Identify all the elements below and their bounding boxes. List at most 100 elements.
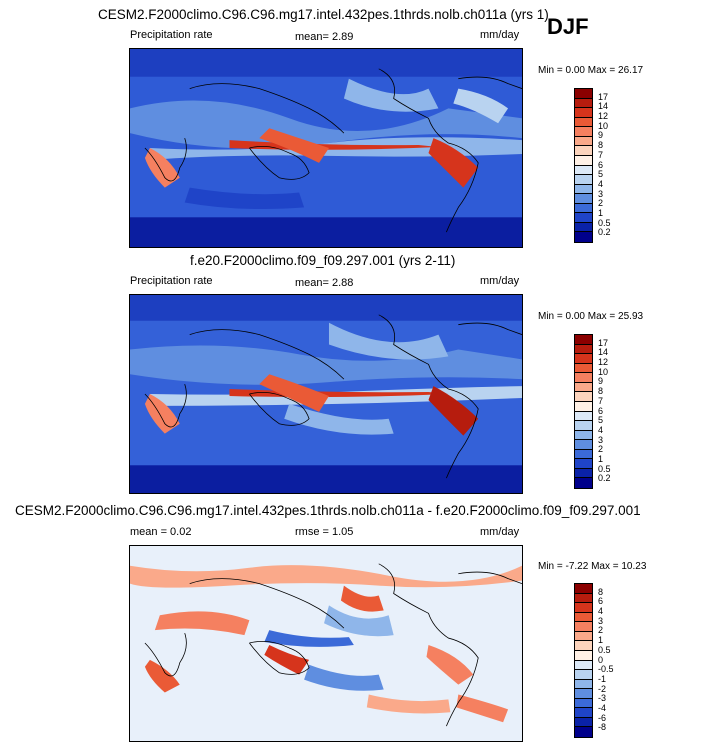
colorbar-swatch (575, 468, 592, 479)
precip-colorbar-1 (574, 88, 593, 243)
colorbar-tick-label: 17 (598, 91, 609, 102)
colorbar-tick-label: 9 (598, 130, 604, 141)
season-label: DJF (547, 14, 589, 39)
colorbar-tick-label: 2 (598, 444, 604, 455)
colorbar-tick-label: 1 (598, 207, 604, 218)
colorbar-tick-label: 0.5 (598, 644, 611, 655)
panel2-mean: mean= 2.88 (295, 277, 354, 289)
colorbar-tick-label: -3 (598, 693, 607, 704)
precip-map-test (129, 48, 523, 248)
colorbar-tick-label: 0.5 (598, 463, 611, 474)
colorbar-swatch (575, 392, 592, 402)
colorbar-swatch (575, 727, 592, 737)
panel1-field: Precipitation rate (130, 29, 213, 41)
colorbar-swatch (575, 698, 592, 709)
precip-map-control (129, 294, 523, 494)
colorbar-tick-label: 12 (598, 357, 609, 368)
colorbar-tick-label: 5 (598, 169, 604, 180)
panel3-minmax: Min = -7.22 Max = 10.23 (538, 561, 647, 572)
colorbar-tick-label: -6 (598, 712, 607, 723)
colorbar-swatch (575, 430, 592, 441)
colorbar-tick-label: 2 (598, 198, 604, 209)
colorbar-tick-label: 8 (598, 586, 604, 597)
panel1-units: mm/day (480, 29, 520, 41)
panel2-title: f.e20.F2000climo.f09_f09.297.001 (yrs 2-… (190, 253, 456, 268)
colorbar-tick-label: 3 (598, 188, 604, 199)
panel3-units: mm/day (480, 526, 520, 538)
colorbar-tick-label: -8 (598, 722, 607, 733)
colorbar-swatch (575, 363, 592, 374)
colorbar-swatch (575, 155, 592, 166)
colorbar-swatch (575, 98, 592, 109)
colorbar-swatch (575, 478, 592, 488)
colorbar-tick-label: -4 (598, 702, 607, 713)
colorbar-tick-label: 14 (598, 101, 609, 112)
colorbar-swatch (575, 344, 592, 355)
colorbar-swatch (575, 203, 592, 214)
colorbar-tick-label: 3 (598, 615, 604, 626)
colorbar-tick-label: 1 (598, 453, 604, 464)
colorbar-swatch (575, 222, 592, 233)
colorbar-swatch (575, 108, 592, 118)
colorbar-tick-label: 10 (598, 120, 609, 131)
colorbar-swatch (575, 146, 592, 156)
panel1-minmax: Min = 0.00 Max = 26.17 (538, 65, 644, 76)
colorbar-tick-label: 1 (598, 635, 604, 646)
colorbar-swatch (575, 440, 592, 450)
colorbar-swatch (575, 194, 592, 204)
colorbar-swatch (575, 127, 592, 137)
colorbar-tick-label: 6 (598, 405, 604, 416)
panel3-mean: mean = 0.02 (130, 526, 192, 538)
colorbar-swatch (575, 631, 592, 642)
colorbar-swatch (575, 584, 592, 594)
difference-colorbar (574, 583, 593, 738)
colorbar-swatch (575, 603, 592, 613)
colorbar-swatch (575, 382, 592, 393)
colorbar-tick-label: 9 (598, 376, 604, 387)
colorbar-tick-label: 2 (598, 625, 604, 636)
panel1-title: CESM2.F2000climo.C96.C96.mg17.intel.432p… (98, 7, 549, 22)
colorbar-swatch (575, 354, 592, 364)
panel2-field: Precipitation rate (130, 275, 213, 287)
colorbar-tick-label: 6 (598, 159, 604, 170)
colorbar-swatch (575, 175, 592, 185)
colorbar-swatch (575, 89, 592, 99)
colorbar-swatch (575, 708, 592, 718)
precip-difference-map (129, 545, 523, 742)
colorbar-tick-label: 3 (598, 434, 604, 445)
colorbar-tick-label: 8 (598, 386, 604, 397)
colorbar-tick-label: 4 (598, 424, 604, 435)
colorbar-swatch (575, 670, 592, 680)
colorbar-swatch (575, 184, 592, 195)
colorbar-tick-label: 14 (598, 347, 609, 358)
colorbar-swatch (575, 232, 592, 242)
colorbar-tick-label: -1 (598, 673, 607, 684)
colorbar-swatch (575, 689, 592, 699)
panel2-units: mm/day (480, 275, 520, 287)
colorbar-swatch (575, 421, 592, 431)
colorbar-tick-label: 4 (598, 178, 604, 189)
colorbar-swatch (575, 717, 592, 728)
colorbar-tick-label: 17 (598, 337, 609, 348)
colorbar-swatch (575, 213, 592, 223)
colorbar-swatch (575, 622, 592, 632)
colorbar-swatch (575, 373, 592, 383)
panel2-minmax: Min = 0.00 Max = 25.93 (538, 311, 644, 322)
panel1-mean: mean= 2.89 (295, 31, 354, 43)
colorbar-swatch (575, 593, 592, 604)
colorbar-tick-label: 0.5 (598, 217, 611, 228)
colorbar-tick-label: -2 (598, 683, 607, 694)
colorbar-swatch (575, 641, 592, 651)
colorbar-swatch (575, 660, 592, 671)
colorbar-swatch (575, 650, 592, 661)
colorbar-tick-label: 0 (598, 654, 604, 665)
colorbar-swatch (575, 612, 592, 623)
colorbar-tick-label: 10 (598, 366, 609, 377)
colorbar-tick-label: 6 (598, 596, 604, 607)
colorbar-swatch (575, 679, 592, 690)
panel3-title: CESM2.F2000climo.C96.C96.mg17.intel.432p… (15, 503, 641, 518)
colorbar-swatch (575, 117, 592, 128)
colorbar-swatch (575, 449, 592, 460)
precip-colorbar-2 (574, 334, 593, 489)
colorbar-tick-label: 12 (598, 111, 609, 122)
